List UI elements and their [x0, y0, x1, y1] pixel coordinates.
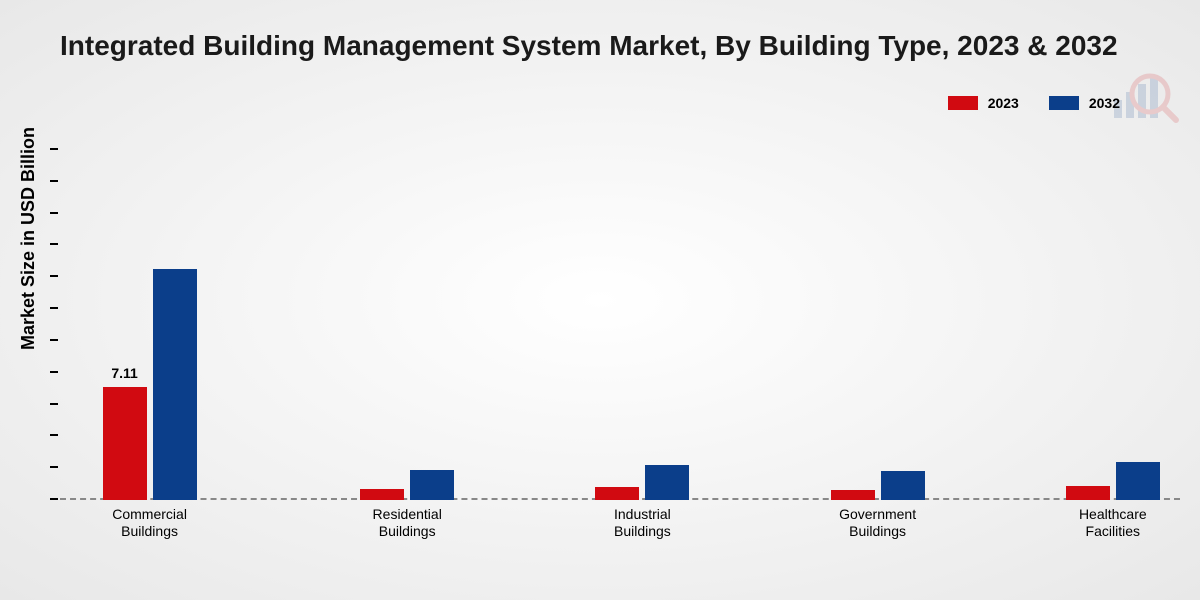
- bar-group: [595, 465, 689, 500]
- y-tick: [50, 339, 58, 341]
- y-tick: [50, 212, 58, 214]
- y-axis-label: Market Size in USD Billion: [18, 127, 39, 350]
- legend-label-2032: 2032: [1089, 95, 1120, 111]
- watermark-logo: [1110, 70, 1180, 130]
- y-tick: [50, 434, 58, 436]
- bar-group: [831, 471, 925, 500]
- y-tick: [50, 403, 58, 405]
- bar: [831, 490, 875, 500]
- bar: [1116, 462, 1160, 500]
- x-axis-label: IndustrialBuildings: [614, 506, 671, 540]
- y-axis-ticks: [50, 150, 60, 500]
- x-axis-label: GovernmentBuildings: [839, 506, 916, 540]
- bar: 7.11: [103, 387, 147, 500]
- x-axis-label: CommercialBuildings: [112, 506, 187, 540]
- y-tick: [50, 466, 58, 468]
- bar: [153, 269, 197, 500]
- y-tick: [50, 148, 58, 150]
- bar-group: 7.11: [103, 269, 197, 500]
- legend: 2023 2032: [948, 95, 1120, 111]
- y-tick: [50, 498, 58, 500]
- chart-area: 7.11 CommercialBuildings ResidentialBuildi…: [60, 150, 1180, 540]
- bar-group: [360, 470, 454, 500]
- chart-title: Integrated Building Management System Ma…: [60, 30, 1200, 62]
- legend-swatch-2023: [948, 96, 978, 110]
- bar: [881, 471, 925, 500]
- legend-swatch-2032: [1049, 96, 1079, 110]
- legend-item-2032: 2032: [1049, 95, 1120, 111]
- bar-value-label: 7.11: [111, 365, 137, 381]
- bar: [645, 465, 689, 500]
- bar-group: [1066, 462, 1160, 500]
- bar: [360, 489, 404, 500]
- bar: [1066, 486, 1110, 500]
- y-tick: [50, 275, 58, 277]
- legend-label-2023: 2023: [988, 95, 1019, 111]
- y-tick: [50, 180, 58, 182]
- legend-item-2023: 2023: [948, 95, 1019, 111]
- y-tick: [50, 307, 58, 309]
- bar: [410, 470, 454, 500]
- y-tick: [50, 371, 58, 373]
- x-axis-label: ResidentialBuildings: [373, 506, 442, 540]
- x-axis-label: HealthcareFacilities: [1079, 506, 1147, 540]
- bar: [595, 487, 639, 500]
- y-tick: [50, 243, 58, 245]
